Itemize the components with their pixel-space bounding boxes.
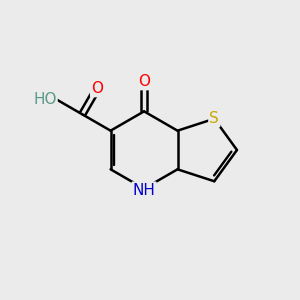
Text: NH: NH xyxy=(133,183,155,198)
Text: O: O xyxy=(91,81,103,96)
Text: S: S xyxy=(209,111,219,126)
Text: O: O xyxy=(138,74,150,89)
Text: HO: HO xyxy=(33,92,56,107)
